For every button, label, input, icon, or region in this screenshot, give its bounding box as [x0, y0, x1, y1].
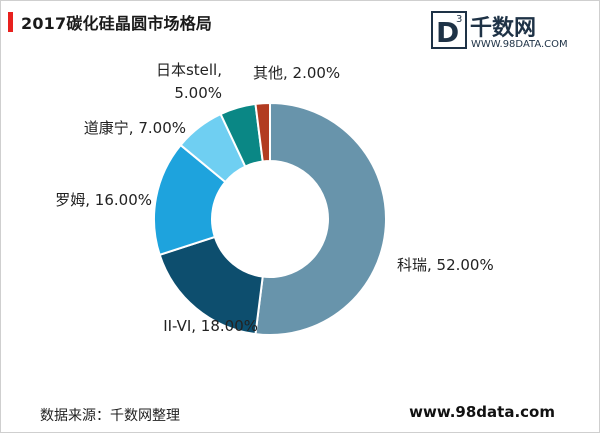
site-url: www.98data.com: [409, 403, 555, 421]
data-label-II-VI: II-VI, 18.00%: [163, 317, 258, 335]
logo-url: WWW.98DATA.COM: [471, 39, 568, 50]
logo-mark-icon: D 3: [431, 11, 467, 49]
slice-其他: [254, 101, 271, 163]
logo-mark-sup: 3: [456, 14, 462, 25]
data-label-道康宁: 道康宁, 7.00%: [84, 119, 186, 137]
logo-mark-letter: D: [436, 16, 459, 49]
logo-brand-name: 千数网: [470, 16, 537, 41]
data-label-日本stell: 日本stell, 5.00%: [156, 61, 222, 102]
data-label-其他: 其他, 2.00%: [253, 64, 340, 82]
brand-logo: D 3 千数网 WWW.98DATA.COM: [430, 4, 580, 54]
data-label-罗姆: 罗姆, 16.00%: [55, 191, 152, 209]
chart-title: 2017碳化硅晶圆市场格局: [21, 14, 213, 33]
title-accent-bar: [8, 12, 13, 32]
title-block: 2017碳化硅晶圆市场格局: [8, 12, 213, 33]
source-note: 数据来源：千数网整理: [40, 408, 180, 424]
slice-科瑞: [254, 101, 387, 336]
data-label-科瑞: 科瑞, 52.00%: [397, 256, 494, 274]
